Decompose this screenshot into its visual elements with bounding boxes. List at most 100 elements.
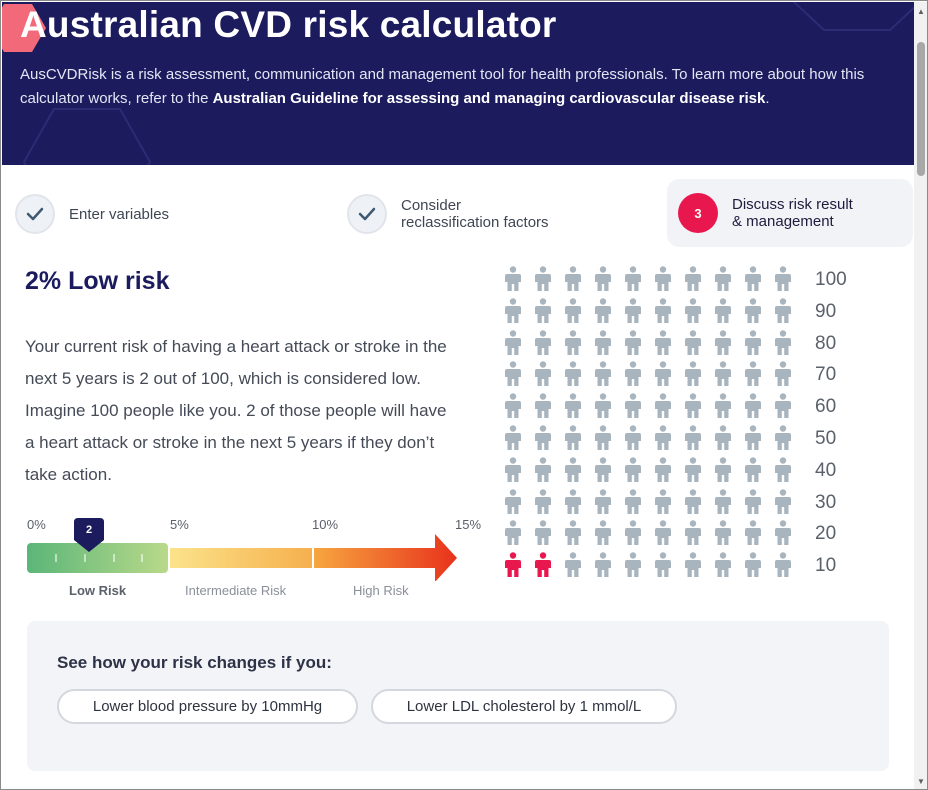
person-icon — [565, 488, 581, 514]
person-icon — [625, 329, 641, 355]
person-icon — [595, 329, 611, 355]
person-icon — [715, 393, 731, 419]
scrollbar-thumb[interactable] — [917, 42, 925, 176]
result-title: 2% Low risk — [25, 267, 170, 295]
person-icon — [535, 488, 551, 514]
person-icon — [535, 393, 551, 419]
person-icon — [745, 457, 761, 482]
person-icon — [655, 361, 671, 387]
person-icon — [715, 552, 731, 578]
person-icon — [715, 520, 731, 546]
scrollbar[interactable]: ▲ ▼ — [914, 2, 927, 789]
lower-blood-pressure-button[interactable]: Lower blood pressure by 10mmHg — [57, 689, 358, 724]
person-icon — [565, 425, 581, 450]
person-icon — [505, 457, 521, 482]
person-icon — [775, 298, 791, 323]
scroll-down-arrow-icon[interactable]: ▼ — [917, 776, 925, 786]
person-icon — [625, 488, 641, 514]
page-header: Australian CVD risk calculator AusCVDRis… — [2, 2, 914, 165]
person-icon — [595, 298, 611, 323]
person-icon — [775, 266, 791, 291]
step-label: Discuss risk result & management — [732, 196, 853, 230]
risk-marker: 2 — [74, 518, 104, 552]
person-icon — [715, 361, 731, 387]
person-icon — [685, 298, 701, 323]
person-icon — [745, 393, 761, 419]
person-icon — [655, 393, 671, 419]
person-icon — [595, 488, 611, 514]
person-icon — [625, 520, 641, 546]
person-icon — [625, 393, 641, 419]
person-icon — [625, 298, 641, 323]
risk-bar — [27, 534, 457, 581]
person-icon — [655, 520, 671, 546]
person-icon — [745, 361, 761, 387]
person-icon — [655, 457, 671, 482]
high-risk-zone — [314, 534, 457, 581]
changes-heading: See how your risk changes if you: — [57, 653, 332, 672]
person-icon — [685, 361, 701, 387]
intermediate-risk-zone — [170, 548, 312, 568]
person-icon — [535, 266, 551, 291]
person-icon — [775, 520, 791, 546]
person-icon — [745, 298, 761, 323]
person-icon — [565, 393, 581, 419]
person-icon — [595, 552, 611, 578]
person-icon — [535, 298, 551, 323]
person-icon — [775, 457, 791, 482]
person-icon — [595, 457, 611, 482]
people-row-label: 40 — [815, 459, 837, 481]
person-icon — [595, 393, 611, 419]
lower-ldl-cholesterol-button[interactable]: Lower LDL cholesterol by 1 mmol/L — [371, 689, 677, 724]
person-icon — [715, 266, 731, 291]
people-row-label: 70 — [815, 364, 837, 386]
scroll-up-arrow-icon[interactable]: ▲ — [917, 6, 925, 16]
person-icon — [505, 393, 521, 419]
person-affected-icon — [535, 552, 551, 578]
person-icon — [625, 425, 641, 450]
person-icon — [535, 361, 551, 387]
step-number-badge: 3 — [678, 193, 718, 233]
person-icon — [505, 361, 521, 387]
person-icon — [655, 298, 671, 323]
people-row-label: 90 — [815, 300, 837, 322]
step-reclassification[interactable]: Consider reclassification factors — [347, 194, 576, 234]
person-icon — [685, 266, 701, 291]
person-icon — [565, 520, 581, 546]
step-discuss-result[interactable]: 3 Discuss risk result & management — [678, 193, 882, 233]
person-icon — [595, 266, 611, 291]
people-row-label: 100 — [815, 269, 847, 290]
person-icon — [775, 393, 791, 419]
person-icon — [535, 520, 551, 546]
step-enter-variables[interactable]: Enter variables — [15, 194, 169, 234]
zone-label-high: High Risk — [353, 583, 409, 598]
person-icon — [505, 425, 521, 450]
people-row-label: 60 — [815, 396, 837, 418]
person-icon — [565, 266, 581, 291]
low-risk-zone — [27, 543, 168, 573]
person-icon — [685, 488, 701, 514]
zone-label-intermediate: Intermediate Risk — [185, 583, 287, 598]
people-row-label: 50 — [815, 428, 837, 449]
person-icon — [685, 425, 701, 450]
person-icon — [505, 520, 521, 546]
gauge-tick-label: 15% — [455, 517, 482, 532]
person-icon — [745, 329, 761, 355]
intro-text: AusCVDRisk is a risk assessment, communi… — [20, 66, 865, 107]
person-icon — [565, 361, 581, 387]
person-icon — [625, 361, 641, 387]
person-icon — [745, 425, 761, 450]
person-icon — [535, 425, 551, 450]
person-icon — [655, 266, 671, 291]
people-row-label: 20 — [815, 523, 837, 545]
person-icon — [535, 329, 551, 355]
person-icon — [595, 520, 611, 546]
guideline-link[interactable]: Australian Guideline for assessing and m… — [212, 90, 766, 107]
zone-label-low: Low Risk — [69, 583, 127, 598]
person-icon — [565, 552, 581, 578]
person-icon — [655, 552, 671, 578]
person-icon — [715, 329, 731, 355]
person-icon — [685, 393, 701, 419]
person-icon — [655, 425, 671, 450]
